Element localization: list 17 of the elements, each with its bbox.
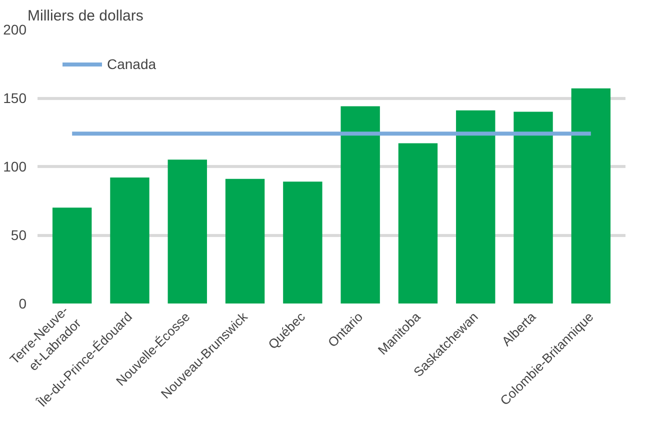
y-tick-label: 0 <box>18 296 27 312</box>
bar <box>283 182 322 304</box>
bar <box>456 110 496 304</box>
y-axis-title: Milliers de dollars <box>28 8 144 24</box>
y-tick-label: 150 <box>3 90 27 106</box>
y-tick-label: 100 <box>3 158 27 174</box>
y-tick-label: 50 <box>10 227 27 243</box>
bar <box>168 160 207 304</box>
bar <box>571 88 611 304</box>
bar <box>398 143 438 304</box>
legend-label: Canada <box>107 56 156 72</box>
bar <box>514 112 553 304</box>
y-tick-label: 200 <box>3 22 27 38</box>
bar <box>52 208 92 304</box>
bar <box>110 177 150 304</box>
bar <box>225 178 265 304</box>
bar <box>340 106 380 304</box>
